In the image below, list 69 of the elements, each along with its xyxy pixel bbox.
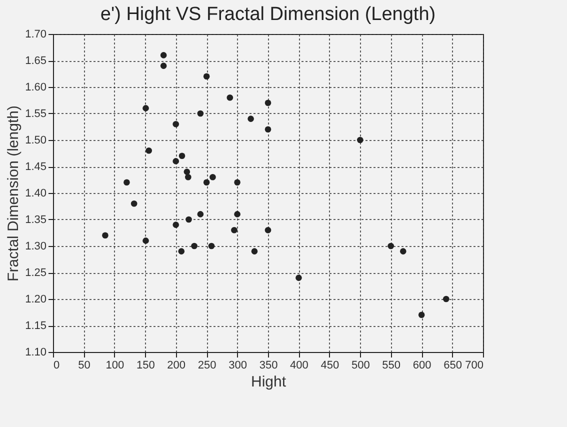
y-tick-label: 1.35 <box>25 214 46 226</box>
y-tick-label: 1.40 <box>25 188 46 200</box>
x-tick-label: 250 <box>198 360 216 372</box>
point <box>172 120 180 128</box>
point <box>210 174 216 180</box>
point <box>208 242 215 250</box>
y-tick-label: 1.45 <box>25 161 46 173</box>
point <box>172 158 180 164</box>
point <box>388 242 394 250</box>
y-tick-label: 1.30 <box>25 240 46 252</box>
point <box>248 116 254 122</box>
y-tick-label: 1.65 <box>25 55 46 67</box>
point <box>356 136 364 144</box>
point <box>184 174 192 180</box>
point <box>264 126 272 133</box>
point <box>160 52 167 58</box>
point <box>186 216 192 223</box>
point <box>203 73 210 80</box>
y-tick-label: 1.60 <box>25 82 46 94</box>
x-tick-label: 700 <box>465 360 484 372</box>
point <box>231 226 238 234</box>
x-tick-label: 400 <box>290 360 308 372</box>
x-tick-label: 500 <box>351 360 370 372</box>
point <box>142 238 149 244</box>
point <box>251 248 258 254</box>
point <box>197 211 204 218</box>
point <box>172 222 180 228</box>
y-tick-label: 1.25 <box>25 267 46 279</box>
point <box>178 152 186 160</box>
point <box>197 110 204 117</box>
point <box>418 312 425 318</box>
point <box>184 168 190 175</box>
point <box>234 211 240 218</box>
y-tick-label: 1.20 <box>25 294 46 306</box>
point <box>191 242 198 250</box>
x-tick-label: 50 <box>78 360 90 372</box>
point <box>146 147 152 154</box>
x-tick-label: 300 <box>228 360 247 372</box>
point <box>178 248 185 254</box>
x-tick-label: 200 <box>167 360 186 372</box>
x-tick-label: 350 <box>259 360 278 372</box>
point <box>264 226 272 234</box>
point <box>203 179 210 186</box>
x-tick-label: 100 <box>106 360 124 372</box>
point <box>264 100 272 106</box>
x-tick-label: 150 <box>136 360 155 372</box>
x-tick-label: 450 <box>320 360 340 372</box>
point <box>296 274 302 281</box>
chart-title: e') Hight VS Fractal Dimension (Length) <box>100 4 436 25</box>
x-tick-label: 0 <box>54 360 60 372</box>
x-tick-label: 600 <box>412 360 432 372</box>
point <box>400 248 406 254</box>
y-tick-label: 1.15 <box>25 320 46 332</box>
point <box>142 105 149 112</box>
y-tick-label: 1.70 <box>25 28 46 40</box>
point <box>234 179 240 186</box>
x-tick-label: 650 <box>444 360 462 372</box>
y-tick-label: 1.10 <box>25 346 46 358</box>
y-tick-label: 1.55 <box>25 108 46 120</box>
y-axis-title: Fractal Dimension (length) <box>5 106 22 282</box>
point <box>160 62 167 69</box>
point <box>130 200 138 207</box>
point <box>124 179 130 186</box>
y-tick-label: 1.50 <box>25 134 46 146</box>
point <box>226 94 234 101</box>
x-axis-title: Hight <box>250 374 287 390</box>
x-tick-label: 550 <box>382 360 401 372</box>
point <box>102 232 108 239</box>
point <box>442 296 450 302</box>
